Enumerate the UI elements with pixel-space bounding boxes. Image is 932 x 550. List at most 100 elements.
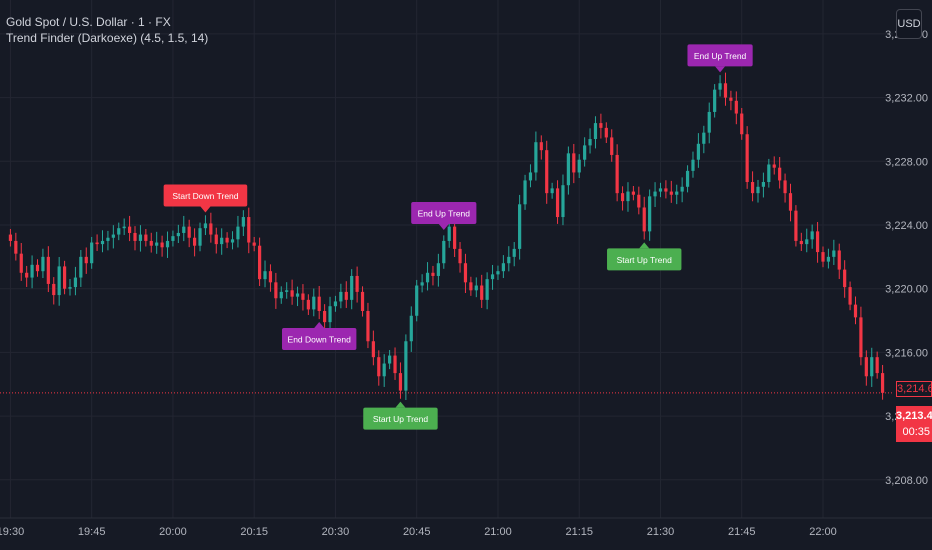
- candle-body: [729, 97, 733, 101]
- x-tick-label: 21:15: [565, 526, 593, 538]
- trend-label-box: [281, 327, 357, 350]
- candle-body: [425, 272, 430, 283]
- y-tick-label: 3,208.00: [885, 475, 928, 487]
- candle-body: [534, 142, 538, 173]
- candle-body: [90, 242, 94, 264]
- candle-body: [339, 291, 343, 302]
- candle-body: [220, 237, 224, 245]
- candle-body: [393, 355, 397, 374]
- candle-body: [79, 256, 83, 278]
- candle-body: [653, 191, 657, 197]
- candle-body: [117, 228, 121, 235]
- x-tick-label: 20:15: [240, 526, 268, 538]
- candle-body: [8, 234, 13, 241]
- trend-label-text: Start Up Trend: [373, 414, 429, 424]
- candle-body: [241, 217, 245, 227]
- x-tick-label: 20:30: [322, 526, 350, 538]
- x-tick-label: 20:45: [403, 526, 431, 538]
- candle-body: [431, 272, 435, 276]
- candle-body: [171, 236, 175, 241]
- candle-body: [707, 111, 711, 133]
- candle-body: [409, 315, 413, 342]
- candle-body: [745, 134, 749, 183]
- candle-body: [555, 188, 560, 218]
- candle-body: [458, 248, 462, 264]
- chart-legend: Gold Spot / U.S. Dollar · 1 · FX Trend F…: [6, 14, 208, 46]
- candle-body: [496, 271, 500, 275]
- candle-body: [247, 217, 251, 243]
- trend-label-text: End Up Trend: [694, 51, 747, 61]
- y-tick-label: 3,232.00: [885, 93, 928, 105]
- candle-body: [826, 256, 831, 262]
- candle-body: [344, 291, 348, 300]
- candle-body: [490, 274, 495, 280]
- candle-body: [870, 357, 874, 377]
- candle-body: [545, 150, 549, 194]
- candle-body: [626, 191, 630, 202]
- candle-body: [453, 226, 457, 249]
- candle-body: [604, 127, 608, 138]
- candle-body: [46, 256, 50, 284]
- candle-body: [740, 113, 744, 135]
- candle-body: [187, 226, 191, 238]
- trend-label-pointer: [715, 66, 726, 73]
- candle-body: [404, 341, 408, 391]
- candle-body: [767, 164, 771, 183]
- trend-label-box: [363, 407, 438, 430]
- candle-body: [815, 231, 820, 253]
- candle-body: [528, 172, 533, 181]
- candle-body: [843, 269, 847, 288]
- candle-body: [794, 210, 798, 241]
- candle-body: [333, 301, 338, 307]
- candle-body: [588, 139, 592, 146]
- candle-body: [144, 234, 148, 241]
- symbol-title[interactable]: Gold Spot / U.S. Dollar · 1 · FX: [6, 15, 171, 29]
- y-tick-label: 3,216.00: [885, 347, 928, 359]
- candle-body: [35, 264, 40, 272]
- candle-body: [507, 256, 511, 264]
- candle-body: [306, 299, 310, 310]
- candle-body: [436, 263, 440, 276]
- indicator-title[interactable]: Trend Finder (Darkoexe) (4.5, 1.5, 14): [6, 31, 209, 45]
- candle-body: [696, 143, 700, 160]
- candle-body: [41, 256, 45, 272]
- candle-body: [95, 242, 99, 245]
- candle-body: [561, 185, 565, 218]
- currency-button[interactable]: USD: [896, 9, 922, 39]
- x-tick-label: 19:45: [78, 526, 106, 538]
- candle-body: [821, 252, 825, 262]
- candle-body: [664, 188, 668, 192]
- candle-body: [420, 282, 424, 286]
- candle-body: [512, 248, 516, 257]
- candle-body: [518, 204, 522, 249]
- candle-body: [268, 271, 273, 283]
- candle-body: [301, 293, 305, 300]
- candle-body: [252, 242, 256, 246]
- candle-body: [832, 250, 836, 257]
- candle-body: [214, 234, 218, 245]
- candle-body: [209, 223, 213, 235]
- candle-body: [106, 237, 110, 241]
- candle-body: [577, 159, 581, 173]
- candle-body: [539, 142, 543, 151]
- candle-body: [382, 363, 386, 377]
- candle-body: [100, 240, 105, 245]
- candle-body: [388, 355, 392, 364]
- candle-body: [637, 194, 641, 208]
- candle-body: [778, 167, 782, 181]
- candle-body: [165, 240, 170, 248]
- last-price-tag: 3,213.46 00:35: [896, 406, 932, 442]
- candle-body: [366, 310, 370, 342]
- candle-body: [52, 283, 56, 296]
- candle-body: [258, 245, 262, 280]
- candle-body: [360, 291, 365, 311]
- candle-body: [848, 287, 852, 305]
- x-tick-label: 21:30: [647, 526, 675, 538]
- x-tick-label: 21:45: [728, 526, 756, 538]
- candle-body: [583, 145, 587, 160]
- candle-body: [193, 237, 197, 246]
- candle-body: [317, 296, 321, 311]
- candle-body: [285, 290, 289, 292]
- last-price-value: 3,213.46: [896, 410, 932, 422]
